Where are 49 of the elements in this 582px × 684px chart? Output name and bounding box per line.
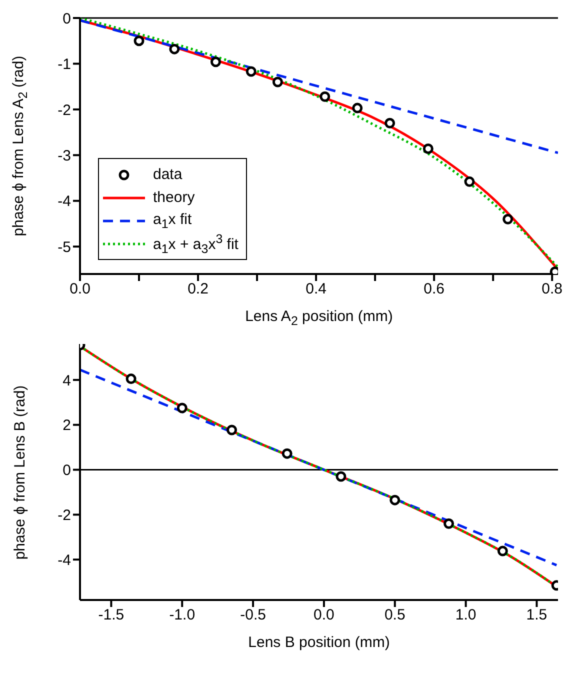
point [176,402,188,414]
point [134,36,144,46]
y-tick-label: -3 [58,147,71,164]
y-tick-label: -5 [58,238,71,256]
point [390,494,400,506]
y-axis-title: phase ϕ from Lens B (rad) [12,384,28,560]
x-tick-label: 0.8 [542,280,563,298]
x-tick-label: 0.4 [306,280,326,298]
y-tick-label: -4 [58,193,71,210]
x-tick-label: 1.5 [526,606,548,624]
point [272,76,283,88]
x-tick-label: 0.6 [424,280,445,298]
point [282,448,292,459]
x-tick-label: 0.5 [384,606,406,624]
x-axis-title: Lens B position (mm) [247,634,391,653]
y-tick-label: -2 [58,102,71,119]
x-tick-label: 0.0 [314,606,334,624]
x-tick-label: 0.2 [188,280,208,298]
y-tick-label: 4 [62,372,71,390]
y-tick-label: 2 [62,417,71,434]
y-tick-label: -4 [58,552,71,569]
point [352,102,363,114]
point [444,518,454,529]
x-tick-label: 1.0 [455,606,476,624]
point [464,176,475,187]
x-tick-label: -0.5 [240,606,266,624]
y-tick-label: 0 [62,462,71,480]
point [226,424,238,436]
x-tick-label: 0.0 [70,280,90,298]
point [384,118,396,128]
point [502,214,514,224]
x-tick-label: -1.5 [98,606,124,624]
legend-label: a$_{1}$x + a$_{3}$x$^{3}$ fit [153,232,238,256]
point [210,56,221,68]
x-axis-title: Lens A$_{2}$ position (mm) [244,308,394,330]
y-tick-label: 0 [62,10,71,28]
point [336,471,346,482]
legend-label: a$_{1}$x fit [153,210,192,230]
point [497,546,508,556]
point [422,143,434,154]
legend-label: theory [153,189,195,206]
point [169,44,180,54]
y-tick-label: -2 [58,506,71,524]
x-tick-label: -1.0 [169,606,196,624]
y-tick-label: -1 [58,56,71,74]
legend-label: data [153,166,182,183]
point [126,374,136,384]
point [320,91,330,102]
point [246,66,256,77]
